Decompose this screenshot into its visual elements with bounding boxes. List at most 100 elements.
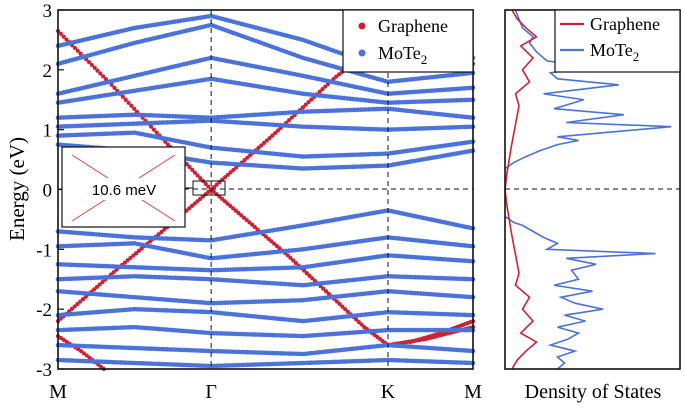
band-point [187, 164, 192, 170]
band-point [98, 364, 104, 369]
band-point [203, 181, 208, 186]
band-point [81, 351, 86, 356]
band-point [80, 297, 86, 302]
band-point [156, 232, 161, 237]
band-point [245, 155, 250, 160]
band-point [195, 199, 200, 204]
legend-mote2-sub: 2 [421, 52, 428, 67]
band-point [228, 170, 233, 175]
high-symmetry-lines [210, 10, 389, 369]
band-point [111, 270, 116, 275]
band-point [195, 173, 200, 178]
band-point [159, 229, 164, 234]
band-point [184, 162, 189, 167]
band-point [165, 142, 170, 147]
band-point [132, 106, 137, 111]
band-point [236, 210, 241, 216]
band-point [228, 203, 233, 209]
legend-mote2-base: MoTe [378, 43, 421, 63]
band-point [206, 189, 211, 194]
band-point [100, 279, 105, 285]
y-axis-label: Energy (eV) [5, 137, 29, 241]
band-point [267, 136, 272, 141]
band-point [84, 353, 89, 358]
band-point [83, 294, 88, 299]
band-point [78, 348, 84, 354]
kpoint-label: M [464, 381, 482, 403]
band-point [247, 220, 252, 225]
band-point [256, 145, 261, 150]
dos-legend-mote2-base: MoTe [590, 40, 633, 60]
kpoint-label: M [49, 381, 67, 403]
band-point [306, 99, 311, 105]
band-point [334, 299, 340, 304]
band-point [92, 65, 97, 70]
band-point [122, 260, 127, 265]
band-point [274, 243, 279, 249]
dos-graphene-upper-curve [504, 9, 538, 190]
band-point [309, 97, 314, 102]
dos-x-axis-label: Density of States [525, 381, 662, 403]
band-point [206, 184, 211, 189]
band-point [263, 234, 268, 239]
band-point [211, 184, 217, 190]
band-point [302, 268, 307, 273]
band-point [101, 74, 106, 79]
band-point [190, 167, 195, 172]
band-point [289, 115, 294, 120]
band-point [78, 299, 83, 304]
kpoint-label: K [381, 381, 396, 403]
band-point [261, 140, 267, 146]
band-point [293, 260, 299, 266]
legend-label-graphene: Graphene [378, 16, 448, 36]
band-point [189, 203, 195, 209]
band-structure-panel: -3 -2 -1 0 1 2 3 M Γ K M Energy (eV) Graphene MoT… [5, 1, 482, 403]
band-point [139, 246, 144, 251]
band-point [310, 276, 315, 281]
band-point [112, 85, 117, 90]
band-point [288, 255, 293, 260]
legend-marker-graphene [358, 22, 366, 30]
band-point [72, 304, 77, 309]
legend-marker-mote2 [358, 49, 366, 57]
legend-box [342, 9, 474, 73]
band-point [219, 196, 225, 201]
band-point [94, 284, 100, 289]
band-point [126, 100, 131, 105]
band-point [72, 45, 78, 51]
band-point [241, 215, 247, 220]
band-point [323, 84, 328, 89]
band-point [95, 68, 100, 73]
band-point [275, 128, 281, 133]
band-point [187, 206, 192, 211]
band-point [271, 241, 277, 246]
band-point [250, 222, 255, 227]
band-point [269, 239, 274, 244]
dos-panel: Density of States Graphene MoTe2 [504, 9, 681, 403]
band-point [259, 143, 264, 148]
band-point [239, 213, 244, 218]
band-point [97, 282, 102, 287]
band-point [87, 355, 92, 360]
band-point [225, 172, 230, 177]
y-tick-label: 3 [43, 1, 53, 22]
band-point [69, 306, 75, 311]
band-point [231, 167, 236, 173]
dos-legend: Graphene MoTe2 [554, 9, 681, 73]
band-point [222, 175, 228, 180]
band-point [300, 105, 306, 110]
band-point [326, 291, 331, 296]
band-point [304, 271, 309, 276]
band-point [287, 118, 292, 123]
band-point [211, 189, 216, 194]
band-point [230, 206, 236, 211]
band-point [198, 196, 203, 201]
band-point [151, 127, 157, 132]
y-tick-label: -1 [36, 240, 52, 261]
band-point [225, 201, 230, 206]
kpoint-label: Γ [205, 381, 217, 403]
inset-gap-label: 10.6 meV [92, 182, 156, 199]
y-tick-label: 1 [43, 121, 53, 142]
